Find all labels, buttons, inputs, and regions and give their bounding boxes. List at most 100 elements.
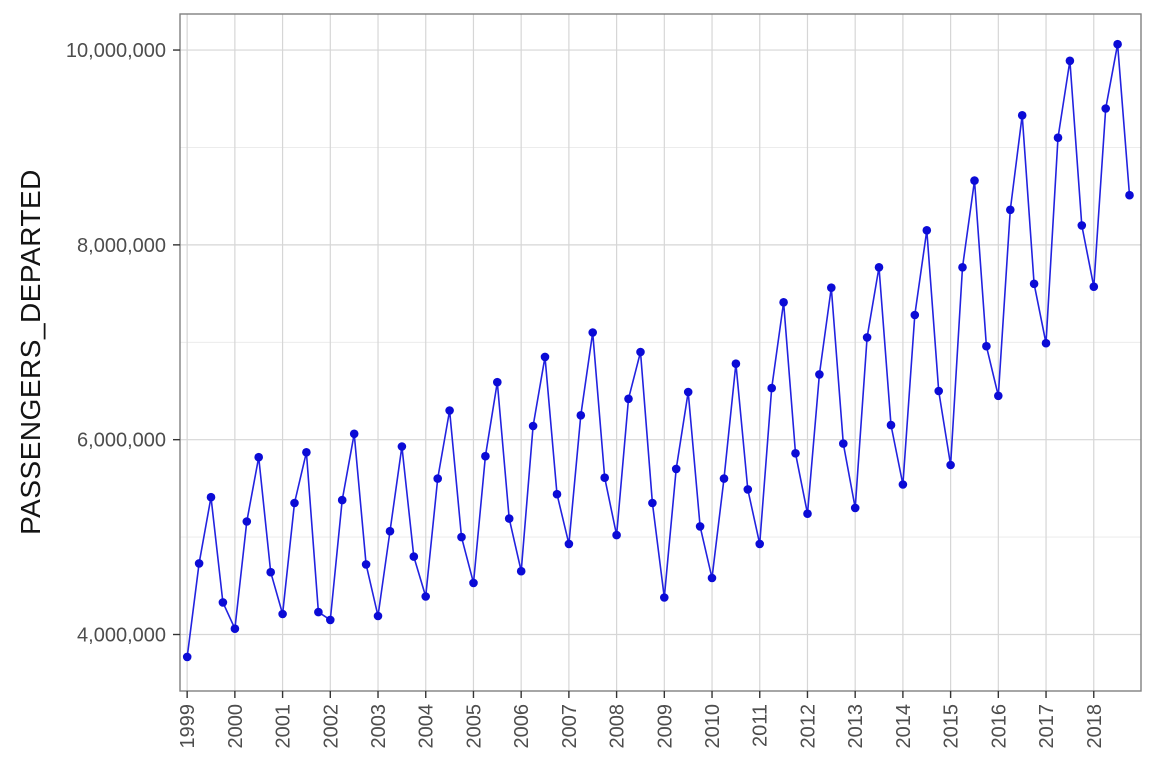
data-point (1006, 205, 1015, 215)
x-tick-label: 2016 (988, 704, 1010, 749)
data-point (421, 592, 431, 601)
data-point (457, 532, 466, 542)
data-point (1029, 279, 1039, 289)
data-point (504, 514, 514, 523)
data-point (266, 567, 276, 577)
data-point (910, 310, 920, 320)
x-tick-label: 1999 (177, 704, 199, 749)
data-point (803, 509, 812, 518)
y-tick-label: 8,000,000 (77, 235, 166, 257)
x-tick-label: 2012 (797, 704, 819, 749)
data-point (815, 370, 824, 379)
data-point (982, 341, 991, 351)
data-point (1101, 104, 1110, 113)
y-tick-label: 6,000,000 (77, 430, 166, 452)
data-point (827, 283, 836, 293)
data-point (612, 530, 621, 540)
data-point (731, 359, 741, 369)
data-point (660, 593, 669, 602)
data-point (564, 539, 574, 549)
data-point (242, 517, 252, 526)
data-point (1113, 39, 1122, 49)
data-point (767, 383, 776, 393)
data-point (1041, 338, 1051, 348)
data-point (588, 328, 597, 337)
x-tick-label: 2000 (225, 704, 247, 749)
data-point (922, 226, 932, 235)
data-point (862, 333, 872, 342)
data-point (1089, 282, 1099, 292)
y-axis-title: PASSENGERS_DEPARTED (15, 169, 46, 535)
data-point (337, 495, 347, 505)
x-tick-label: 2008 (607, 704, 629, 749)
data-point (516, 566, 526, 576)
data-point (194, 559, 204, 568)
data-point (839, 439, 848, 448)
data-point (958, 263, 967, 272)
data-point (314, 607, 323, 617)
data-point (1017, 111, 1027, 120)
data-point (206, 492, 216, 502)
data-point (552, 489, 562, 499)
data-point (433, 474, 443, 483)
data-point (302, 448, 311, 457)
data-point (671, 464, 681, 474)
data-point (445, 406, 454, 415)
x-tick-label: 2015 (941, 704, 963, 749)
data-point (1053, 133, 1063, 142)
data-point (695, 522, 705, 531)
data-point (397, 442, 407, 451)
data-point (743, 485, 753, 494)
x-tick-label: 2014 (893, 704, 915, 749)
data-point (1065, 56, 1075, 66)
data-point (1125, 190, 1134, 200)
x-tick-label: 2005 (463, 704, 485, 749)
x-tick-label: 2018 (1084, 704, 1106, 749)
data-point (409, 552, 419, 561)
data-point (648, 498, 657, 508)
y-tick-label: 10,000,000 (66, 40, 166, 62)
x-tick-label: 2004 (416, 704, 438, 749)
data-point (683, 387, 693, 397)
data-point (576, 411, 586, 420)
data-point (373, 611, 383, 621)
data-point (934, 386, 943, 396)
x-tick-label: 2003 (368, 704, 390, 749)
data-point (290, 498, 299, 508)
x-tick-label: 2013 (845, 704, 867, 749)
x-tick-label: 2002 (320, 704, 342, 749)
data-point (230, 624, 240, 633)
data-point (600, 473, 609, 483)
x-tick-label: 2017 (1036, 704, 1058, 749)
data-point (254, 452, 263, 462)
x-tick-label: 2009 (654, 704, 676, 749)
data-point (874, 263, 884, 272)
data-point (994, 391, 1003, 401)
data-point (326, 615, 335, 625)
data-point (540, 352, 550, 362)
data-point (1077, 221, 1087, 230)
data-point (791, 449, 800, 458)
y-tick-label: 4,000,000 (77, 625, 166, 647)
data-point (719, 474, 729, 483)
series-line (186, 43, 1131, 658)
data-point (528, 421, 538, 431)
data-point (182, 652, 192, 662)
data-point (469, 578, 478, 588)
data-point (349, 429, 359, 439)
data-point (493, 377, 502, 387)
data-point (624, 394, 633, 404)
data-point (779, 298, 788, 307)
data-point (636, 347, 645, 357)
data-point (755, 539, 764, 549)
data-point (278, 609, 287, 619)
data-point (707, 573, 717, 583)
x-tick-label: 2007 (559, 704, 581, 749)
data-point (970, 176, 979, 185)
x-tick-label: 2010 (702, 704, 724, 749)
data-point (946, 460, 955, 470)
data-point (481, 451, 490, 461)
data-point (361, 560, 371, 569)
